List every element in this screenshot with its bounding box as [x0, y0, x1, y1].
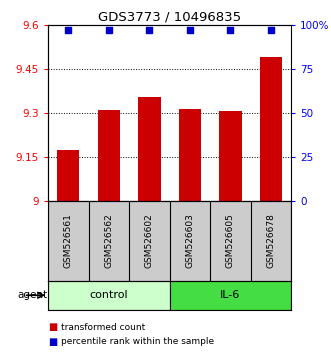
Point: [187, 27, 193, 33]
Title: GDS3773 / 10496835: GDS3773 / 10496835: [98, 11, 241, 24]
Text: GSM526678: GSM526678: [266, 213, 275, 268]
Text: control: control: [89, 290, 128, 300]
Text: GSM526605: GSM526605: [226, 213, 235, 268]
Text: ■: ■: [48, 322, 57, 332]
Point: [147, 27, 152, 33]
Bar: [260, 57, 282, 201]
Text: GSM526561: GSM526561: [64, 213, 73, 268]
Bar: [57, 150, 79, 201]
Text: GSM526602: GSM526602: [145, 213, 154, 268]
Point: [66, 27, 71, 33]
Text: transformed count: transformed count: [61, 323, 146, 332]
Text: IL-6: IL-6: [220, 290, 241, 300]
Point: [268, 27, 274, 33]
Bar: [219, 112, 242, 201]
Bar: [138, 97, 161, 201]
Text: percentile rank within the sample: percentile rank within the sample: [61, 337, 214, 346]
Text: agent: agent: [18, 290, 48, 300]
Bar: [179, 109, 201, 201]
Bar: [48, 281, 169, 310]
Point: [106, 27, 112, 33]
Point: [228, 27, 233, 33]
Text: ■: ■: [48, 337, 57, 347]
Bar: [98, 110, 120, 201]
Bar: [169, 281, 291, 310]
Text: GSM526562: GSM526562: [104, 213, 113, 268]
Text: GSM526603: GSM526603: [185, 213, 194, 268]
